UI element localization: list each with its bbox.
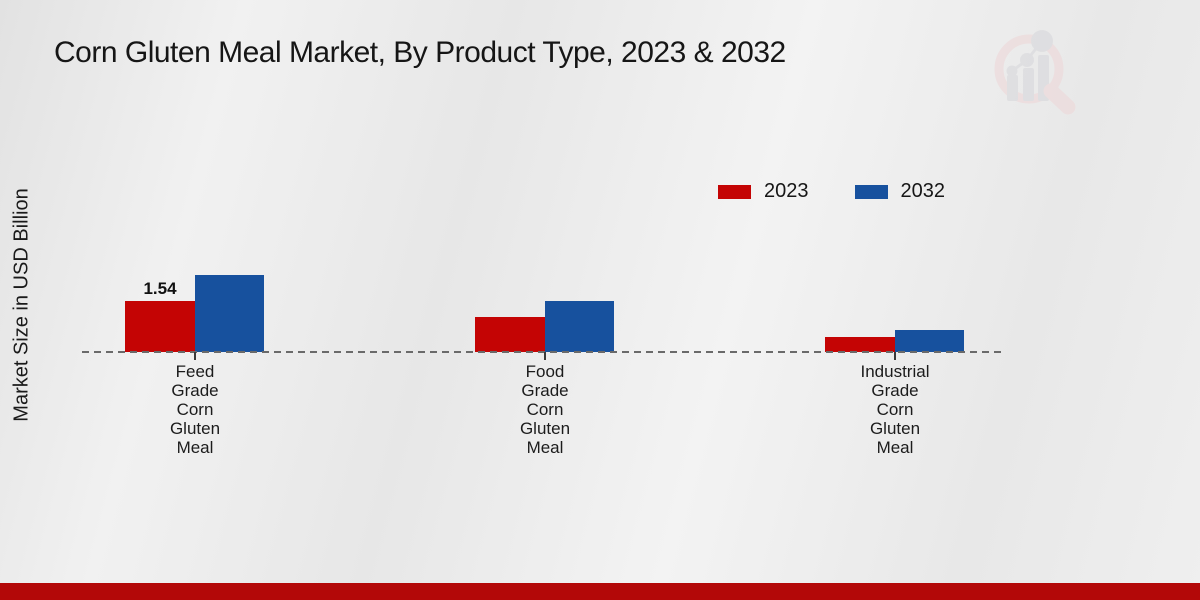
bar-2032-cat0[interactable]: [195, 275, 264, 352]
chart-legend: 2023 2032: [718, 180, 945, 203]
legend-item-2032[interactable]: 2032: [854, 180, 946, 203]
x-axis-zero-line: [82, 351, 1005, 353]
x-axis-tick: [544, 352, 546, 360]
bar-2023-cat2[interactable]: [825, 337, 895, 352]
bar-value-label: 1.54: [143, 278, 177, 298]
legend-swatch-2023: [718, 184, 751, 199]
market-research-future-logo: [980, 18, 1095, 128]
legend-item-2023[interactable]: 2023: [718, 180, 809, 203]
bar-2023-cat1[interactable]: [475, 316, 545, 352]
category-label: Industrial Grade Corn Gluten Meal: [860, 362, 930, 457]
category-label: Food Grade Corn Gluten Meal: [519, 362, 571, 457]
bar-2032-cat1[interactable]: [545, 300, 614, 352]
magnifier-handle: [1043, 83, 1076, 115]
legend-swatch-2032: [854, 184, 888, 199]
category-label: Feed Grade Corn Gluten Meal: [169, 362, 221, 457]
legend-label-2032: 2032: [900, 180, 946, 202]
footer-accent-bar: [0, 583, 1200, 600]
bar-2032-cat2[interactable]: [895, 329, 964, 352]
bar-2023-cat0[interactable]: [125, 300, 195, 352]
chart-title: Corn Gluten Meal Market, By Product Type…: [54, 36, 786, 69]
x-axis-tick: [194, 352, 196, 360]
x-axis-tick: [894, 352, 896, 360]
legend-label-2023: 2023: [764, 180, 809, 202]
